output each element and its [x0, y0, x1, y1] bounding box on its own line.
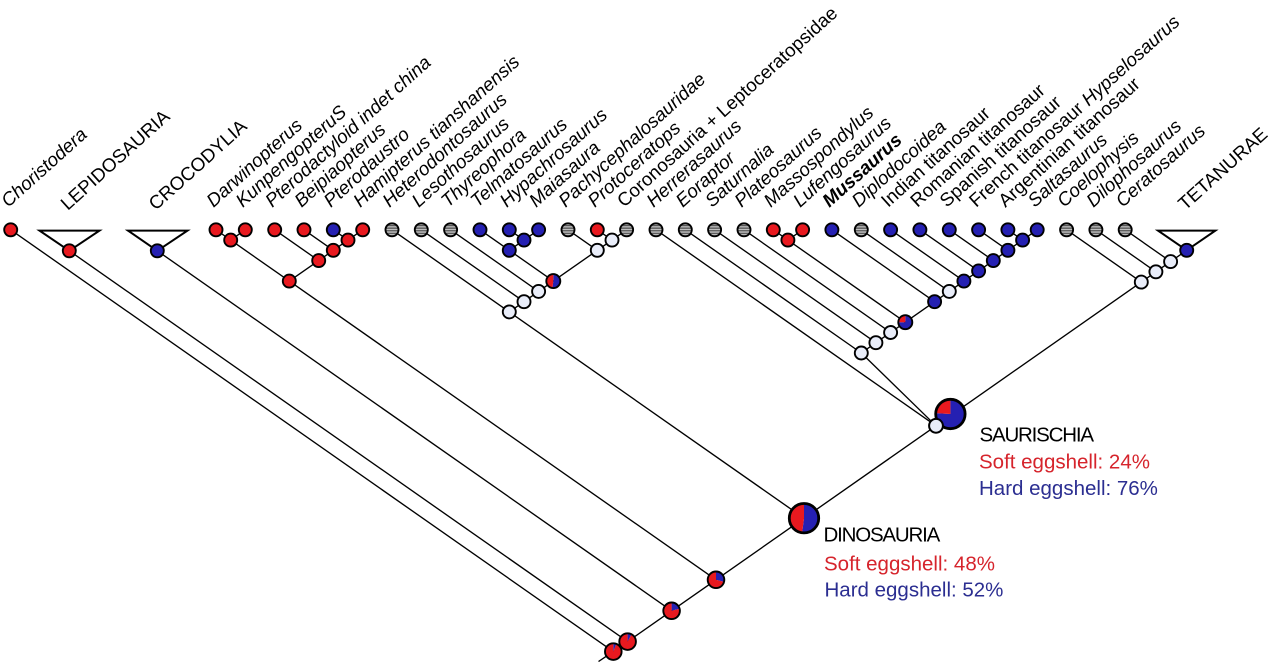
svg-text:Hard eggshell: 52%: Hard eggshell: 52%	[825, 579, 1004, 602]
svg-text:DINOSAURIA: DINOSAURIA	[824, 524, 941, 547]
svg-text:Hard eggshell: 76%: Hard eggshell: 76%	[979, 477, 1158, 500]
svg-text:Soft eggshell: 48%: Soft eggshell: 48%	[824, 553, 995, 576]
svg-text:SAURISCHIA: SAURISCHIA	[980, 424, 1095, 447]
svg-text:Soft eggshell: 24%: Soft eggshell: 24%	[979, 451, 1150, 474]
